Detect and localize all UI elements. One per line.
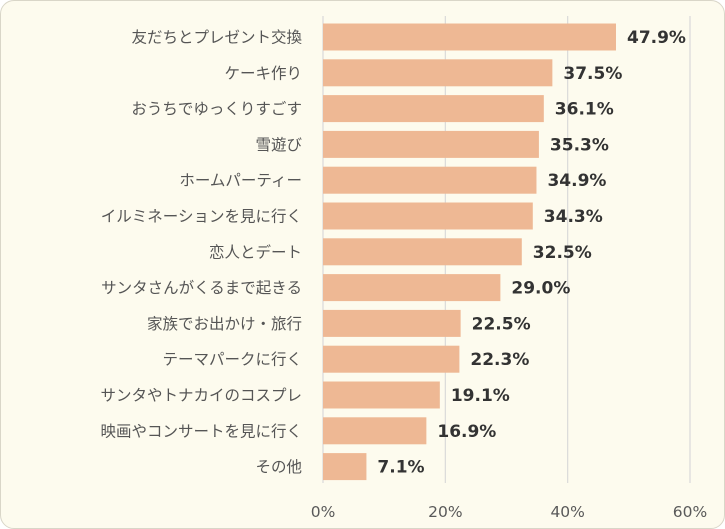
value-label-4: 34.9% xyxy=(547,171,606,191)
bar-3 xyxy=(323,130,539,158)
value-label-5: 34.3% xyxy=(544,207,603,227)
category-label-10: サンタやトナカイのコスプレ xyxy=(100,387,302,405)
bar-6 xyxy=(323,238,522,266)
x-tick-label-3: 60% xyxy=(673,503,707,521)
category-label-2: おうちでゆっくりすごす xyxy=(131,100,302,118)
value-label-6: 32.5% xyxy=(533,243,592,263)
category-label-12: その他 xyxy=(255,458,302,476)
bar-8 xyxy=(323,309,461,337)
x-tick-label-1: 20% xyxy=(428,503,462,521)
category-label-9: テーマパークに行く xyxy=(162,351,302,369)
x-tick-label-0: 0% xyxy=(311,503,336,521)
category-label-6: 恋人とデート xyxy=(209,242,302,261)
value-label-0: 47.9% xyxy=(627,28,686,48)
category-label-11: 映画やコンサートを見に行く xyxy=(100,422,302,440)
bar-9 xyxy=(323,345,460,373)
bar-7 xyxy=(323,274,501,302)
value-label-12: 7.1% xyxy=(377,458,424,478)
value-label-3: 35.3% xyxy=(550,135,609,155)
category-label-5: イルミネーションを見に行く xyxy=(101,208,302,226)
category-label-7: サンタさんがくるまで起きる xyxy=(101,279,302,297)
bar-2 xyxy=(323,95,544,123)
bar-1 xyxy=(323,59,553,87)
bar-5 xyxy=(323,202,533,230)
category-label-8: 家族でお出かけ・旅行 xyxy=(147,315,302,333)
bar-10 xyxy=(323,381,440,409)
value-label-9: 22.3% xyxy=(470,350,529,370)
value-label-1: 37.5% xyxy=(563,64,622,84)
category-label-4: ホームパーティー xyxy=(179,172,302,190)
value-label-11: 16.9% xyxy=(437,422,496,442)
bar-0 xyxy=(323,23,616,51)
value-label-2: 36.1% xyxy=(555,100,614,120)
x-tick-label-2: 40% xyxy=(550,503,584,521)
value-label-7: 29.0% xyxy=(511,279,570,299)
category-label-0: 友だちとプレゼント交換 xyxy=(131,29,302,47)
bar-11 xyxy=(323,417,427,445)
bar-12 xyxy=(323,453,367,481)
value-label-8: 22.5% xyxy=(472,314,531,334)
value-label-10: 19.1% xyxy=(451,386,510,406)
category-label-3: 雪遊び xyxy=(255,136,302,154)
bar-4 xyxy=(323,166,537,194)
category-label-1: ケーキ作り xyxy=(224,64,302,82)
